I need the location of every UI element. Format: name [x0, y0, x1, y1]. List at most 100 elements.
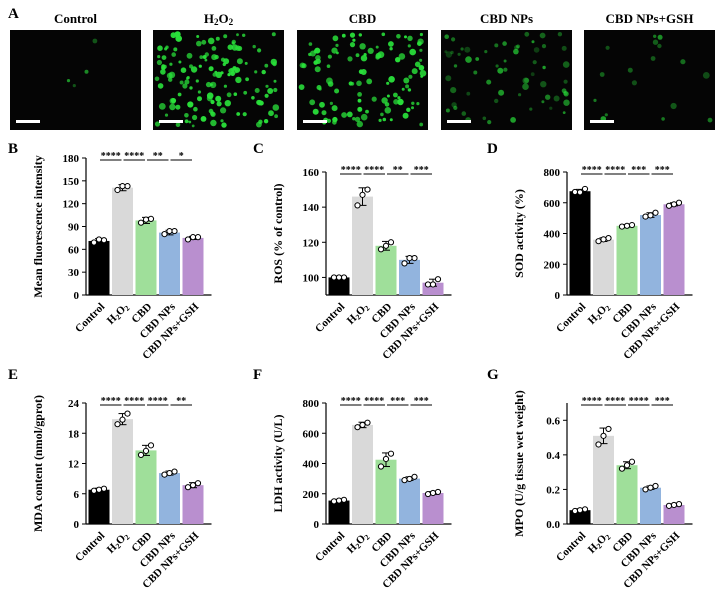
- cell-dot: [210, 119, 217, 127]
- scale-bar: [590, 120, 614, 123]
- y-tick-label: 60: [68, 244, 80, 256]
- x-tick-label: H2O2: [345, 301, 372, 328]
- significance-label: ***: [414, 165, 429, 176]
- data-point: [184, 484, 192, 491]
- cell-dot: [650, 56, 656, 61]
- data-point: [647, 484, 654, 491]
- cell-dot: [66, 79, 71, 83]
- data-point: [171, 468, 178, 475]
- cell-dot: [453, 64, 458, 68]
- cell-dot: [236, 112, 241, 116]
- cell-dot: [460, 47, 464, 51]
- data-point: [424, 490, 432, 498]
- data-point: [377, 246, 385, 253]
- cell-dot: [661, 117, 665, 121]
- x-tick-label: H2O2: [586, 530, 613, 557]
- micrograph-row: A Control H2O2 CBD CBD NPs CBD NPs+GSH: [8, 6, 715, 130]
- cell-dot: [200, 116, 207, 122]
- data-point: [147, 215, 155, 222]
- bar: [569, 191, 591, 295]
- cell-dot: [156, 59, 162, 66]
- significance-label: ****: [605, 396, 625, 407]
- cell-dot: [497, 67, 504, 74]
- cell-dot: [223, 58, 230, 65]
- data-point: [119, 183, 126, 190]
- data-point: [364, 186, 371, 193]
- x-tick-label: Control: [554, 301, 588, 335]
- data-point: [166, 227, 173, 235]
- cell-dot: [318, 87, 322, 91]
- cell-dot: [349, 42, 356, 48]
- cell-dot: [204, 58, 208, 62]
- cell-dot: [272, 104, 280, 111]
- cell-dot: [244, 61, 248, 65]
- micrograph-image: [10, 30, 141, 130]
- bar: [616, 225, 638, 295]
- cell-dot: [393, 92, 398, 98]
- data-point: [354, 424, 361, 431]
- cell-dot: [381, 32, 386, 37]
- cell-dot: [271, 32, 276, 37]
- cell-dot: [346, 111, 353, 118]
- significance-label: ***: [631, 165, 646, 176]
- significance-label: *: [179, 151, 184, 162]
- y-tick-label: 600: [544, 198, 561, 210]
- cell-dot: [274, 114, 278, 119]
- cell-dot: [231, 67, 238, 74]
- data-point: [595, 441, 602, 448]
- y-axis-label: ROS (% of control): [271, 183, 285, 283]
- data-point: [387, 450, 395, 457]
- cell-dot: [702, 72, 710, 79]
- cell-dot: [389, 118, 393, 122]
- data-point: [340, 274, 348, 281]
- y-tick-label: 24: [68, 398, 80, 410]
- cell-dot: [341, 33, 346, 38]
- panel-label: G: [487, 367, 499, 383]
- cell-dot: [175, 122, 181, 127]
- cell-dot: [193, 106, 198, 112]
- x-tick-label: H2O2: [105, 530, 132, 557]
- data-point: [147, 442, 155, 449]
- cell-dot: [168, 77, 173, 82]
- micrograph-panel: Control: [10, 11, 141, 130]
- cell-dot: [192, 114, 198, 121]
- cell-dot: [445, 108, 450, 113]
- cell-dot: [378, 118, 382, 122]
- cell-dot: [226, 92, 232, 98]
- cell-dot: [301, 63, 306, 67]
- cell-dot: [267, 88, 274, 94]
- significance-label: **: [176, 396, 186, 407]
- cell-dot: [358, 33, 362, 37]
- micrograph-panel: CBD NPs+GSH: [584, 11, 715, 130]
- cell-dot: [211, 54, 218, 61]
- cell-dot: [404, 35, 407, 39]
- cell-dot: [540, 81, 547, 88]
- cell-dot: [375, 45, 379, 49]
- data-point: [119, 416, 126, 423]
- cell-dot: [396, 34, 401, 39]
- bar: [112, 419, 133, 524]
- cell-dot: [257, 48, 262, 53]
- cell-dot: [503, 59, 507, 63]
- cell-dot: [157, 45, 163, 51]
- cell-dot: [359, 43, 366, 50]
- cell-dot: [264, 93, 269, 98]
- significance-label: ***: [655, 165, 670, 176]
- cell-dot: [196, 40, 202, 47]
- cell-dot: [189, 86, 193, 90]
- cell-dot: [314, 66, 321, 73]
- bar: [352, 196, 373, 295]
- data-point: [194, 234, 202, 241]
- cell-dot: [533, 47, 540, 53]
- cell-dot: [242, 33, 246, 37]
- x-tick-label: H2O2: [105, 301, 132, 328]
- cell-dot: [208, 66, 214, 72]
- y-tick-label: 200: [544, 259, 561, 271]
- data-point: [340, 496, 348, 503]
- cell-dot: [680, 59, 686, 65]
- x-tick-label: H2O2: [586, 301, 613, 328]
- cell-dot: [604, 113, 608, 117]
- cell-dot: [202, 55, 207, 59]
- cell-dot: [184, 113, 189, 118]
